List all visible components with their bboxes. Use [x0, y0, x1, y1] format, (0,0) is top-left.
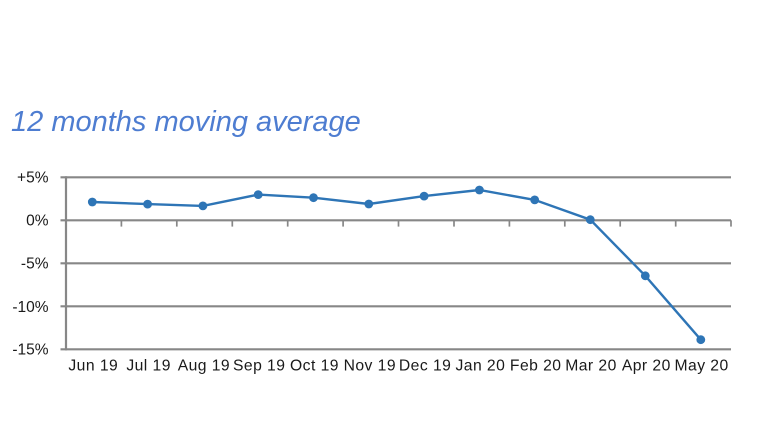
svg-text:Oct 19: Oct 19	[290, 357, 339, 374]
svg-text:Feb 20: Feb 20	[510, 357, 562, 374]
svg-text:Sep 19: Sep 19	[233, 357, 285, 374]
svg-text:Jul 19: Jul 19	[126, 357, 171, 374]
svg-text:May 20: May 20	[675, 357, 729, 374]
svg-text:-10%: -10%	[12, 299, 48, 316]
svg-text:Nov 19: Nov 19	[344, 357, 396, 374]
svg-text:-15%: -15%	[12, 342, 48, 359]
svg-text:+5%: +5%	[17, 170, 49, 187]
svg-text:Aug 19: Aug 19	[178, 357, 230, 374]
svg-text:Mar 20: Mar 20	[565, 357, 617, 374]
svg-text:0%: 0%	[26, 213, 49, 230]
svg-text:Jan 20: Jan 20	[455, 357, 505, 374]
svg-text:Apr 20: Apr 20	[622, 357, 671, 374]
svg-text:Jun 19: Jun 19	[68, 357, 118, 374]
svg-text:-5%: -5%	[21, 256, 49, 273]
svg-text:Dec 19: Dec 19	[399, 357, 451, 374]
